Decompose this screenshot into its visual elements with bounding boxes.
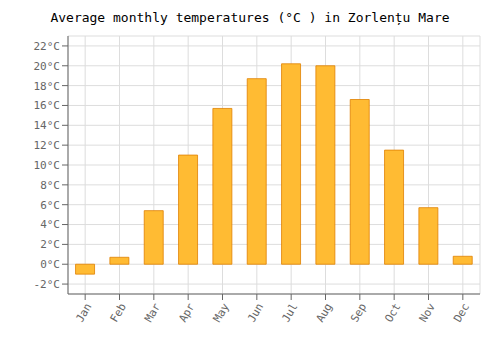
svg-text:Apr: Apr: [176, 301, 197, 325]
svg-text:22°C: 22°C: [34, 40, 61, 53]
svg-text:18°C: 18°C: [34, 80, 61, 93]
svg-text:Mar: Mar: [142, 301, 163, 325]
svg-text:Jul: Jul: [279, 301, 300, 325]
svg-text:4°C: 4°C: [40, 218, 60, 231]
svg-text:8°C: 8°C: [40, 179, 60, 192]
svg-text:10°C: 10°C: [34, 159, 61, 172]
svg-text:Dec: Dec: [451, 301, 472, 325]
svg-text:Nov: Nov: [417, 301, 438, 325]
svg-text:Feb: Feb: [108, 301, 129, 325]
svg-text:16°C: 16°C: [34, 99, 61, 112]
svg-text:Aug: Aug: [314, 301, 335, 325]
html-text:Average monthly temperatures (: Average monthly temperatures (°C ) in Zo…: [50, 10, 450, 25]
svg-text:May: May: [211, 301, 232, 325]
svg-text:Jun: Jun: [245, 301, 266, 325]
svg-text:Sep: Sep: [348, 301, 369, 325]
svg-text:0°C: 0°C: [40, 258, 60, 271]
svg-text:14°C: 14°C: [34, 119, 61, 132]
svg-text:Oct: Oct: [382, 301, 403, 325]
svg-text:-2°C: -2°C: [34, 278, 61, 291]
svg-text:2°C: 2°C: [40, 238, 60, 251]
svg-text:20°C: 20°C: [34, 60, 61, 73]
svg-text:6°C: 6°C: [40, 199, 60, 212]
svg-text:Jan: Jan: [73, 301, 94, 325]
svg-text:12°C: 12°C: [34, 139, 61, 152]
